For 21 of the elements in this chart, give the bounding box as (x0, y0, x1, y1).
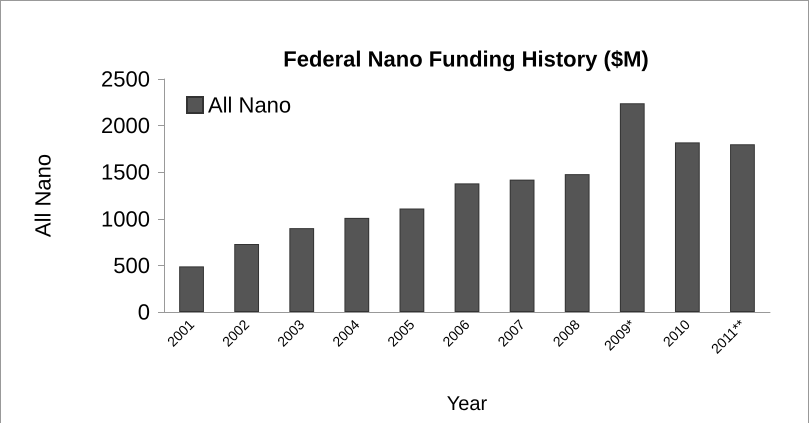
y-tick-label: 1500 (101, 160, 150, 185)
bar (564, 174, 590, 312)
bar (344, 218, 370, 312)
bar (730, 144, 755, 312)
bar (400, 208, 424, 312)
legend-label: All Nano (208, 92, 292, 118)
y-tick-label: 0 (138, 300, 150, 324)
y-tick-label: 2000 (101, 113, 150, 138)
y-tick-label: 500 (113, 252, 150, 278)
bar (179, 266, 204, 312)
bar (234, 244, 260, 312)
chart-title: Federal Nano Funding History ($M) (283, 46, 649, 72)
y-tick-label: 1000 (101, 206, 150, 232)
bar (454, 183, 480, 312)
x-axis-title: Year (446, 393, 488, 415)
bar (289, 228, 314, 312)
y-tick-label: 2500 (101, 66, 150, 92)
y-axis-title: All Nano (30, 154, 56, 238)
bar (674, 142, 700, 312)
bar (510, 180, 534, 312)
bar (620, 103, 645, 312)
